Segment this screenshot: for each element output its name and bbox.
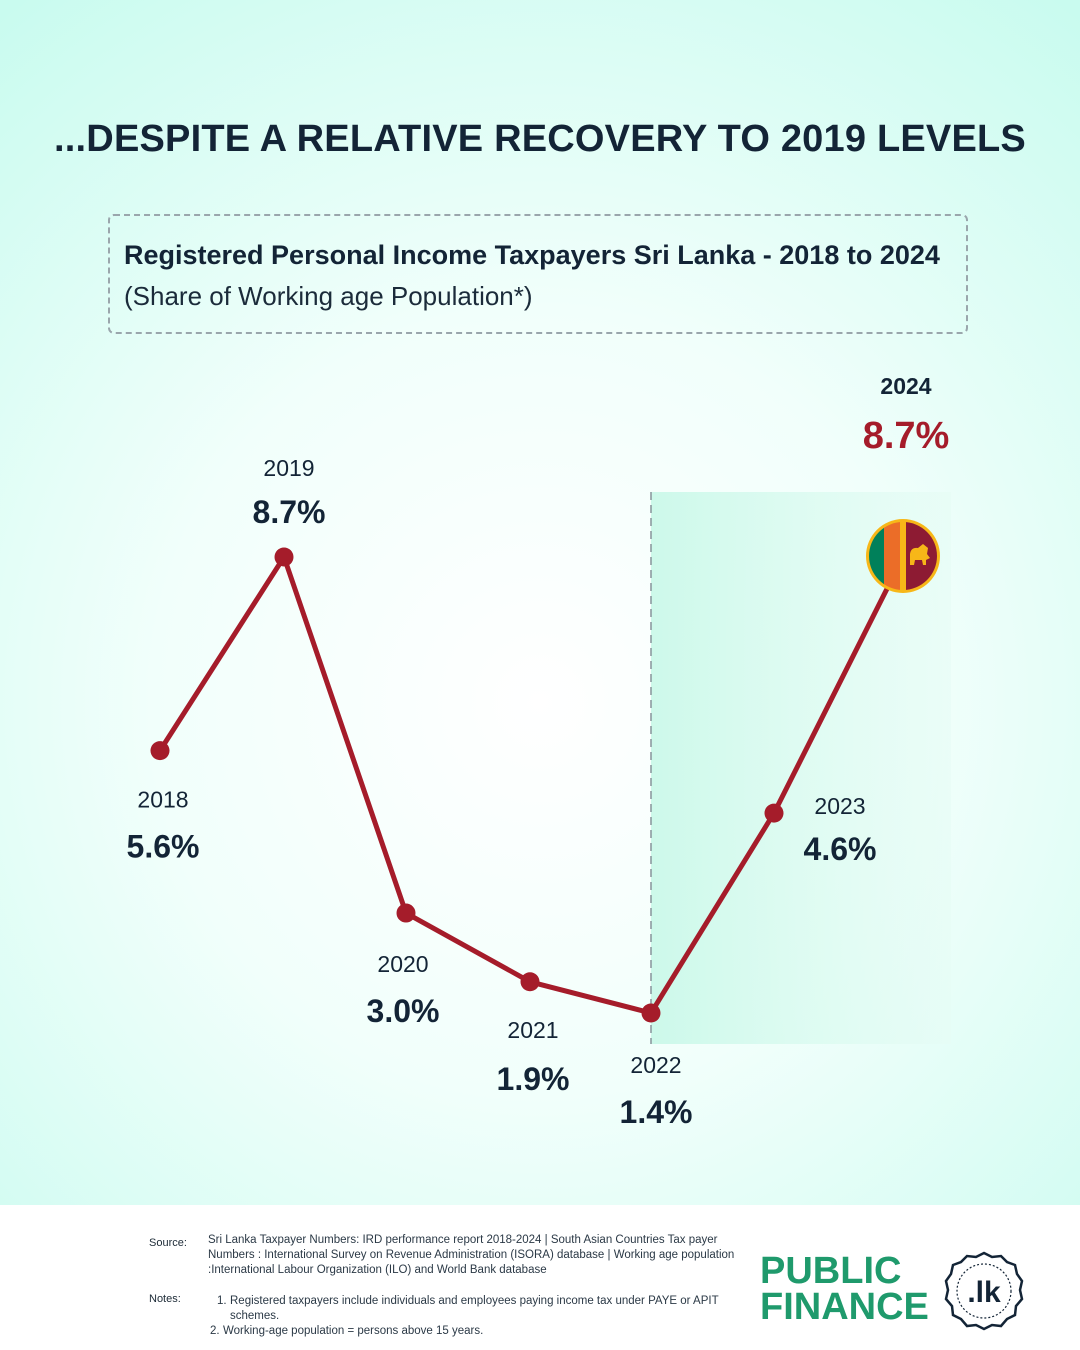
note-number: 1. <box>217 1295 227 1307</box>
sri-lanka-flag-icon <box>866 519 940 593</box>
chart-title-box: Registered Personal Income Taxpayers Sri… <box>108 214 968 334</box>
chart-subtitle: (Share of Working age Population*) <box>124 281 533 311</box>
x-tick-label-2021: 2021 <box>507 1017 558 1043</box>
data-label-2019: 8.7% <box>253 494 326 530</box>
x-tick-label-2018: 2018 <box>137 787 188 813</box>
x-tick-label-2023: 2023 <box>814 793 865 819</box>
page-headline: ...DESPITE A RELATIVE RECOVERY TO 2019 L… <box>54 118 1026 160</box>
line-chart: 2018 5.6% 2019 8.7% 2020 3.0% 2021 1.9% 2022 1.4%… <box>127 373 951 1130</box>
footer: Source: Sri Lanka Taxpayer Numbers: IRD … <box>0 1205 1080 1350</box>
data-label-2020: 3.0% <box>367 993 440 1029</box>
data-point-2018 <box>150 741 170 761</box>
x-tick-label-2020: 2020 <box>377 951 428 977</box>
data-point-2019 <box>274 547 294 567</box>
note-text: Working-age population = persons above 1… <box>223 1325 484 1337</box>
notes-label: Notes: <box>149 1293 181 1305</box>
logo-wordmark: PUBLIC FINANCE <box>760 1250 929 1328</box>
chart-title: Registered Personal Income Taxpayers Sri… <box>124 240 940 270</box>
logo-badge-icon: .lk <box>944 1251 1024 1331</box>
source-label: Source: <box>149 1237 187 1249</box>
x-tick-label-2024: 2024 <box>880 373 931 399</box>
note-item: 1. Registered taxpayers include individu… <box>217 1294 747 1324</box>
data-label-2024: 8.7% <box>863 415 950 457</box>
logo-line-2: FINANCE <box>760 1286 929 1328</box>
source-text: Sri Lanka Taxpayer Numbers: IRD performa… <box>208 1234 735 1276</box>
notes-list: 1. Registered taxpayers include individu… <box>210 1294 747 1339</box>
data-label-2018: 5.6% <box>127 829 200 865</box>
data-label-2023: 4.6% <box>804 831 877 867</box>
x-tick-label-2019: 2019 <box>263 455 314 481</box>
note-item: 2. Working-age population = persons abov… <box>210 1324 747 1339</box>
note-number: 2. <box>210 1325 220 1337</box>
logo-line-1: PUBLIC <box>760 1250 902 1292</box>
note-text: Registered taxpayers include individuals… <box>230 1295 719 1322</box>
data-point-2022 <box>641 1003 661 1023</box>
data-point-2021 <box>520 972 540 992</box>
data-label-2022: 1.4% <box>620 1094 693 1130</box>
data-point-2020 <box>396 903 416 923</box>
data-point-2023 <box>764 803 784 823</box>
data-label-2021: 1.9% <box>497 1061 570 1097</box>
logo-badge-text: .lk <box>967 1276 1001 1309</box>
x-tick-label-2022: 2022 <box>630 1052 681 1078</box>
